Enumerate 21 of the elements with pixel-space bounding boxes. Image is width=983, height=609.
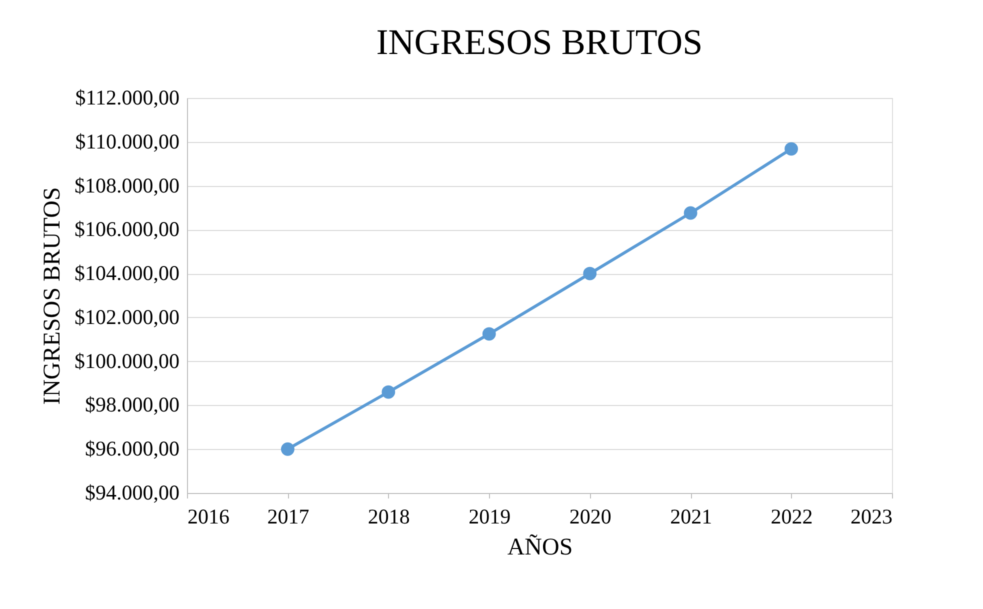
y-tick-label: $94.000,00	[85, 480, 180, 504]
y-axis-title: INGRESOS BRUTOS	[40, 187, 66, 405]
y-tick-label: $104.000,00	[74, 261, 180, 286]
x-tick-label: 2019	[468, 504, 511, 528]
x-axis-title: AÑOS	[507, 534, 573, 560]
y-tick-label: $100.000,00	[74, 348, 180, 373]
x-tick-label: 2021	[670, 504, 712, 528]
y-tick-label: $96.000,00	[85, 436, 180, 461]
y-tick-label: $106.000,00	[74, 217, 180, 242]
x-tick-label: 2018	[368, 504, 410, 528]
x-tick-label: 2017	[267, 504, 310, 528]
y-tick-label: $98.000,00	[85, 392, 180, 417]
x-tick-label: 2016	[188, 504, 230, 528]
x-tick-label: 2023	[850, 504, 892, 528]
chart-title: INGRESOS BRUTOS	[376, 22, 703, 62]
x-tick-label: 2020	[569, 504, 612, 528]
y-tick-label: $112.000,00	[75, 86, 180, 110]
x-tick-label: 2022	[770, 504, 813, 528]
y-tick-label: $108.000,00	[74, 173, 180, 198]
y-tick-label: $102.000,00	[74, 304, 180, 329]
y-tick-label: $110.000,00	[75, 129, 180, 154]
